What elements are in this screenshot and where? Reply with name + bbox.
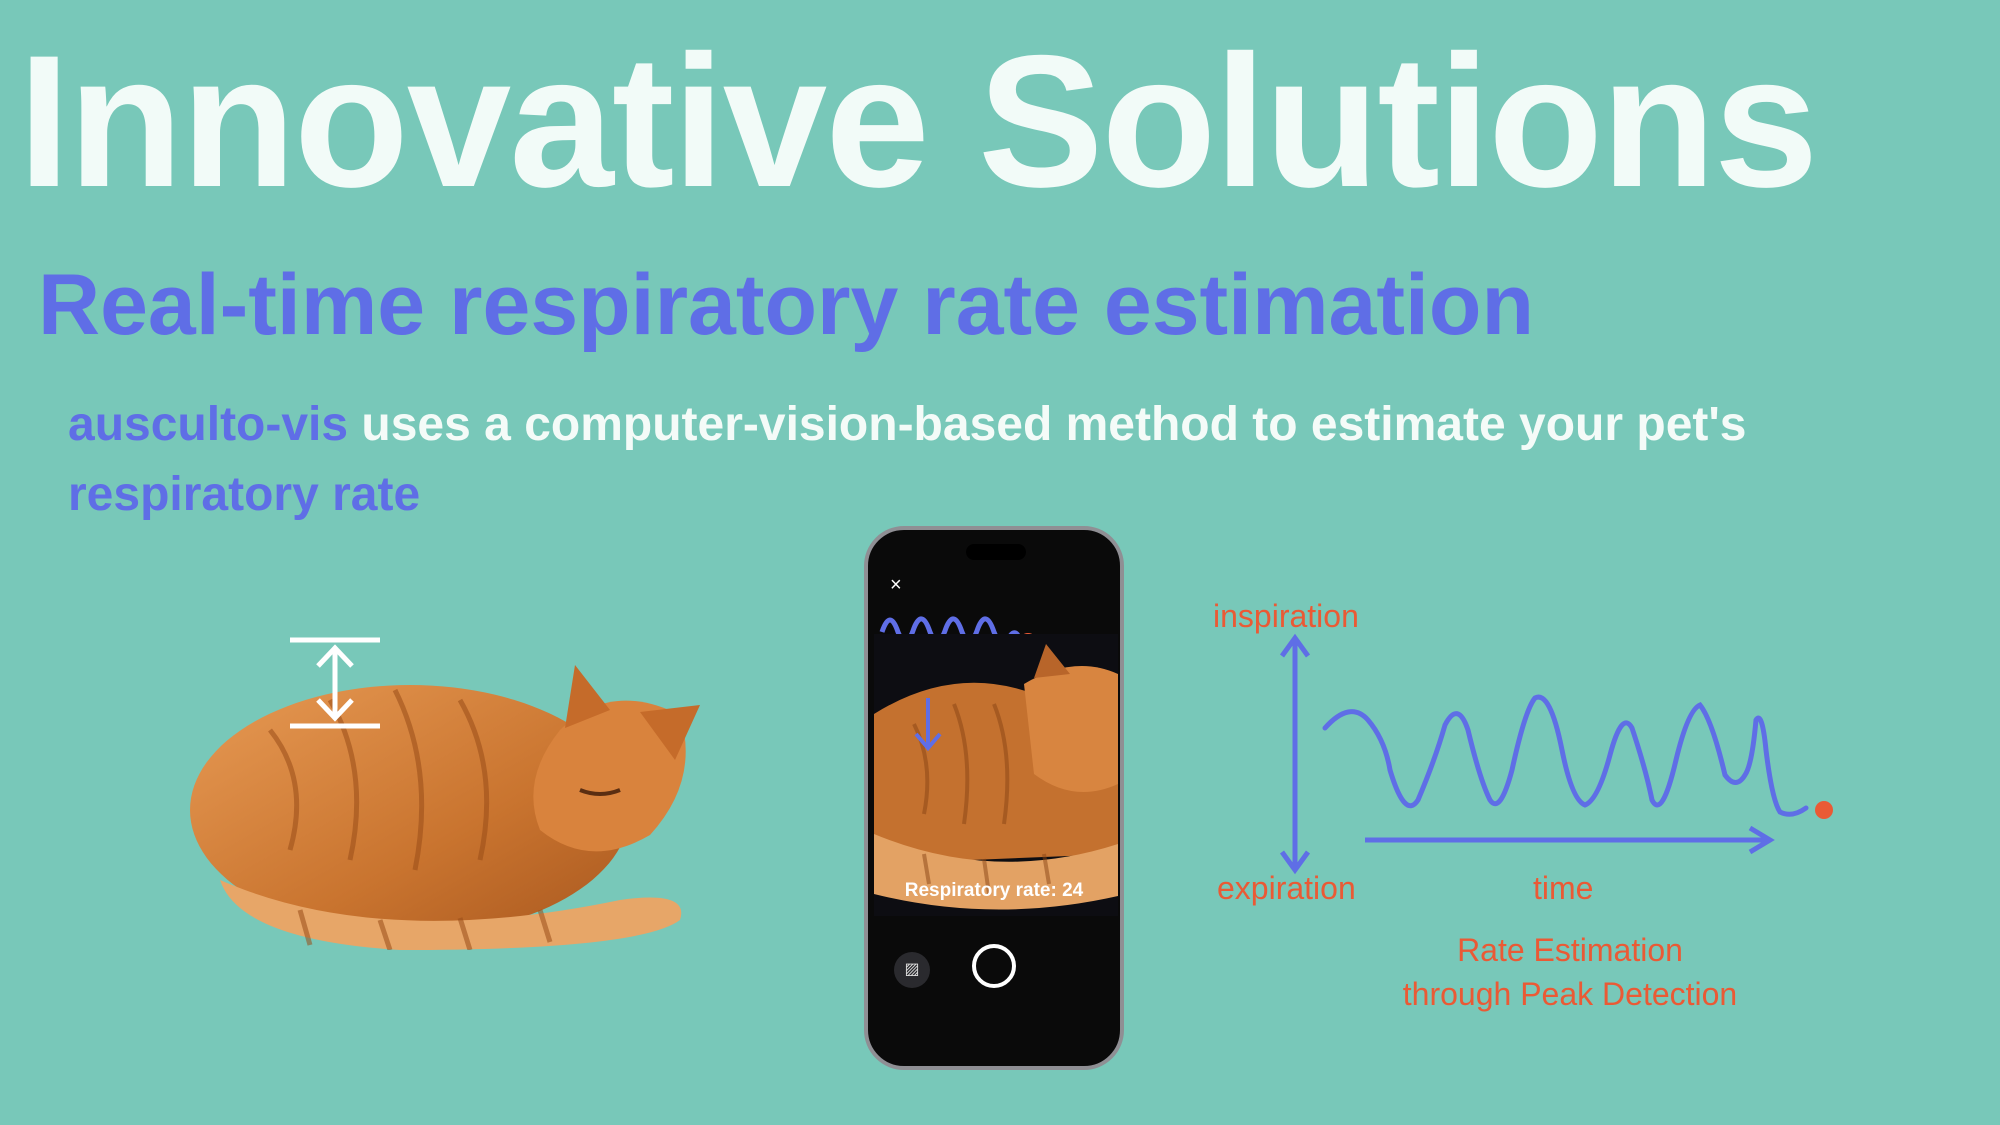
cat-body xyxy=(190,685,630,935)
peak-dot-icon xyxy=(1815,801,1833,819)
amplitude-axis xyxy=(1279,633,1311,875)
close-icon[interactable]: × xyxy=(890,574,902,596)
inspiration-label: inspiration xyxy=(1213,598,1359,634)
time-label: time xyxy=(1533,870,1594,906)
caption-line1: Rate Estimation xyxy=(1457,932,1683,968)
gallery-icon[interactable]: ▨ xyxy=(894,952,930,988)
description-highlight: respiratory rate xyxy=(68,468,421,521)
brand-name: ausculto-vis xyxy=(68,398,349,451)
cat-ear-right xyxy=(640,705,700,760)
expiration-label: expiration xyxy=(1217,870,1356,906)
camera-feed xyxy=(874,634,1118,916)
respiratory-rate-label: Respiratory rate: 24 xyxy=(904,880,1084,901)
phone-notch xyxy=(966,544,1026,560)
up-down-arrow-icon xyxy=(290,637,380,729)
cat-tail xyxy=(220,880,682,950)
slide-title: Innovative Solutions xyxy=(18,16,1818,226)
time-axis xyxy=(1365,825,1775,855)
sleeping-cat-illustration xyxy=(190,637,700,950)
caption-line2: through Peak Detection xyxy=(1402,976,1738,1012)
cat-head xyxy=(533,700,686,852)
down-arrow-icon xyxy=(914,698,942,752)
phone-mockup: × Respiratory rate: 24 ▨ xyxy=(864,526,1124,1070)
respiratory-signal-diagram xyxy=(1279,633,1833,875)
slide-subtitle: Real-time respiratory rate estimation xyxy=(38,257,1534,353)
slide-description: ausculto-vis uses a computer-vision-base… xyxy=(68,390,1948,530)
respiratory-signal-line xyxy=(1322,694,1809,817)
cat-eye xyxy=(579,788,621,796)
shutter-button[interactable] xyxy=(972,944,1016,988)
description-text: uses a computer-vision-based method to e… xyxy=(348,398,1747,451)
cat-ear-left xyxy=(565,665,610,728)
